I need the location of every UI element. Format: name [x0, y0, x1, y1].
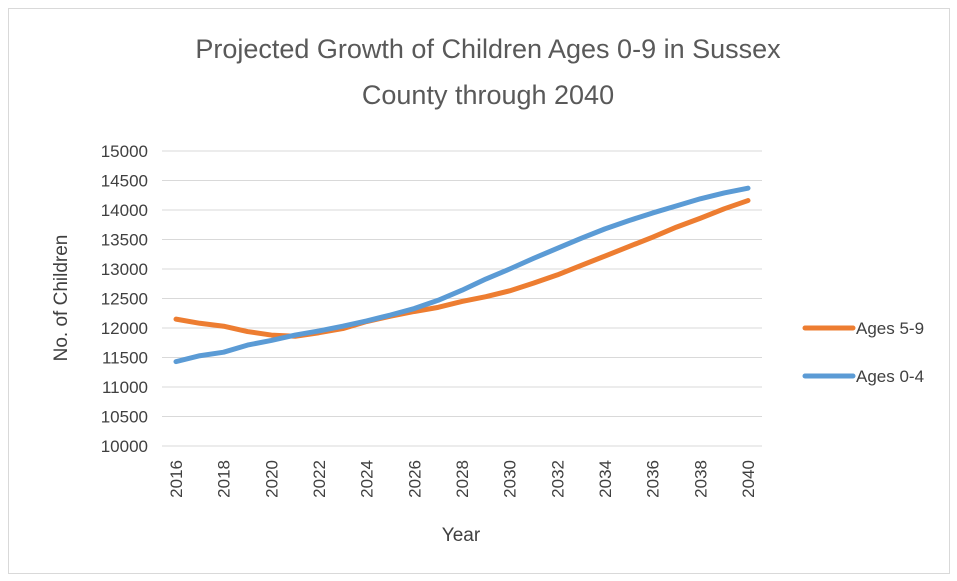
legend-label: Ages 5-9	[856, 319, 924, 338]
legend-label: Ages 0-4	[856, 367, 924, 386]
gridlines	[162, 150, 762, 447]
x-axis-title: Year	[442, 525, 481, 546]
y-tick-label: 14500	[101, 172, 148, 191]
series-lines	[173, 185, 751, 365]
x-tick-label: 2028	[453, 460, 472, 498]
series-line-1	[173, 198, 751, 339]
chart-title-line-2: County through 2040	[362, 80, 614, 110]
x-tick-label: 2032	[548, 460, 567, 498]
chart-area	[8, 8, 950, 574]
x-tick-label: 2038	[691, 460, 710, 498]
x-tick-label: 2020	[262, 460, 281, 498]
x-tick-label: 2040	[739, 460, 758, 498]
y-tick-label: 12500	[101, 290, 148, 309]
y-axis-title: No. of Children	[51, 235, 72, 362]
y-tick-label: 14000	[101, 201, 148, 220]
x-tick-label: 2030	[501, 460, 520, 498]
x-tick-label: 2026	[405, 460, 424, 498]
x-axis-tick-labels: 2016 2018 2020 2022 2024 2026 2028 2030 2032 2034…	[167, 460, 758, 498]
y-tick-label: 11000	[102, 378, 148, 397]
y-tick-label: 12000	[101, 319, 148, 338]
y-tick-label: 13000	[101, 260, 148, 279]
x-tick-label: 2034	[596, 460, 615, 498]
x-tick-label: 2022	[310, 460, 329, 498]
y-tick-label: 10500	[101, 408, 148, 427]
x-tick-label: 2018	[215, 460, 234, 498]
x-tick-label: 2024	[358, 460, 377, 498]
x-tick-label: 2036	[644, 460, 663, 498]
y-tick-label: 13500	[101, 231, 148, 250]
series-line-2	[173, 185, 751, 365]
y-tick-label: 15000	[101, 142, 148, 161]
y-axis-tick-labels: 10000 10500 11000 11500 12000 12500 13000 13500…	[101, 142, 148, 456]
chart-title-line-1: Projected Growth of Children Ages 0-9 in…	[195, 34, 781, 64]
legend: Ages 5-9 Ages 0-4	[802, 319, 924, 386]
y-tick-label: 10000	[101, 437, 148, 456]
x-tick-label: 2016	[167, 460, 186, 498]
y-tick-label: 11500	[102, 349, 148, 368]
